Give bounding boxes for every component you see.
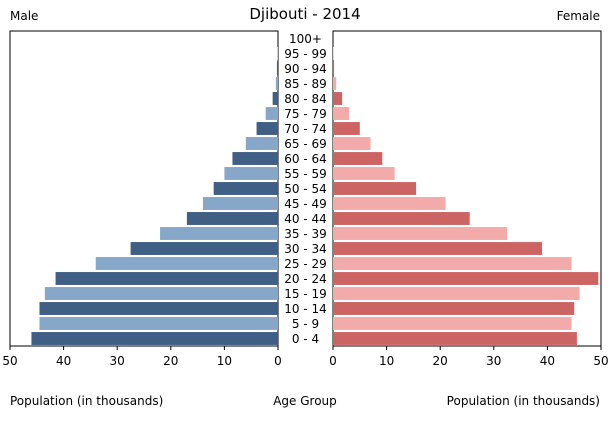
male-x-tick-label: 50	[2, 354, 17, 368]
age-group-label: 55 - 59	[284, 167, 327, 181]
male-bar-35-39	[160, 227, 278, 240]
female-bar-70-74	[333, 122, 360, 135]
female-bar-25-29	[333, 257, 572, 270]
age-group-label: 65 - 69	[284, 137, 327, 151]
male-bar-40-44	[186, 212, 278, 225]
male-bar-65-69	[245, 137, 278, 150]
female-plot-area: 0 10 20 30 40 50	[329, 30, 609, 368]
male-bar-80-84	[272, 92, 278, 105]
female-bar-40-44	[333, 212, 470, 225]
age-group-label: 70 - 74	[284, 122, 327, 136]
age-group-label: 5 - 9	[292, 317, 319, 331]
male-x-tick-label: 10	[217, 354, 232, 368]
male-bar-55-59	[224, 167, 278, 180]
male-panel-label: Male	[10, 9, 39, 23]
female-bar-20-24	[333, 272, 599, 285]
age-group-axis-label: Age Group	[273, 394, 337, 408]
age-group-label: 100+	[289, 32, 322, 46]
female-bar-60-64	[333, 152, 383, 165]
female-bar-55-59	[333, 167, 395, 180]
age-group-label: 30 - 34	[284, 242, 327, 256]
male-bar-75-79	[265, 107, 278, 120]
female-bar-50-54	[333, 182, 417, 195]
male-x-tick-label: 0	[274, 354, 282, 368]
male-bar-20-24	[55, 272, 279, 285]
female-bar-15-19	[333, 287, 580, 300]
male-x-tick-label: 40	[56, 354, 71, 368]
age-group-label: 25 - 29	[284, 257, 327, 271]
female-bar-35-39	[333, 227, 508, 240]
female-bar-0-4	[333, 332, 577, 345]
female-panel-label: Female	[556, 9, 600, 23]
male-bar-90-94	[276, 62, 278, 75]
male-x-tick-label: 30	[110, 354, 125, 368]
age-group-label: 35 - 39	[284, 227, 327, 241]
male-x-axis-label: Population (in thousands)	[10, 394, 164, 408]
male-bar-70-74	[256, 122, 278, 135]
age-group-label: 15 - 19	[284, 287, 327, 301]
female-x-tick-label: 20	[433, 354, 448, 368]
female-bar-45-49	[333, 197, 446, 210]
age-group-label: 85 - 89	[284, 77, 327, 91]
female-bar-80-84	[333, 92, 343, 105]
male-bar-15-19	[44, 287, 279, 300]
female-x-tick-label: 40	[540, 354, 555, 368]
male-bar-30-34	[130, 242, 278, 255]
age-group-label: 40 - 44	[284, 212, 327, 226]
age-group-label: 75 - 79	[284, 107, 327, 121]
age-group-label: 80 - 84	[284, 92, 327, 106]
male-bar-10-14	[39, 302, 279, 315]
age-group-label: 10 - 14	[284, 302, 327, 316]
female-x-tick-label: 50	[593, 354, 608, 368]
age-group-label: 0 - 4	[292, 332, 319, 346]
male-plot-area: 0 10 20 30 40 50	[2, 30, 282, 368]
female-bar-85-89	[333, 77, 337, 90]
male-bar-95-99	[277, 47, 278, 60]
age-group-label: 60 - 64	[284, 152, 327, 166]
female-bar-95-99	[333, 47, 334, 60]
female-bar-10-14	[333, 302, 575, 315]
male-x-tick-label: 20	[163, 354, 178, 368]
age-group-label: 20 - 24	[284, 272, 327, 286]
male-bar-5-9	[39, 317, 279, 330]
female-bar-30-34	[333, 242, 543, 255]
male-bar-0-4	[31, 332, 278, 345]
female-x-tick-label: 10	[379, 354, 394, 368]
female-bar-65-69	[333, 137, 371, 150]
age-group-label: 45 - 49	[284, 197, 327, 211]
age-group-label: 95 - 99	[284, 47, 327, 61]
female-bar-90-94	[333, 62, 335, 75]
female-x-tick-label: 30	[486, 354, 501, 368]
female-x-tick-label: 0	[329, 354, 337, 368]
male-bar-45-49	[202, 197, 278, 210]
male-bar-25-29	[95, 257, 278, 270]
male-bar-85-89	[275, 77, 278, 90]
female-x-axis-label: Population (in thousands)	[446, 394, 600, 408]
age-group-label: 50 - 54	[284, 182, 327, 196]
female-bar-75-79	[333, 107, 350, 120]
age-group-label: 90 - 94	[284, 62, 327, 76]
male-bar-50-54	[213, 182, 278, 195]
male-bar-60-64	[232, 152, 278, 165]
chart-title: Djibouti - 2014	[249, 5, 361, 23]
female-bar-5-9	[333, 317, 572, 330]
